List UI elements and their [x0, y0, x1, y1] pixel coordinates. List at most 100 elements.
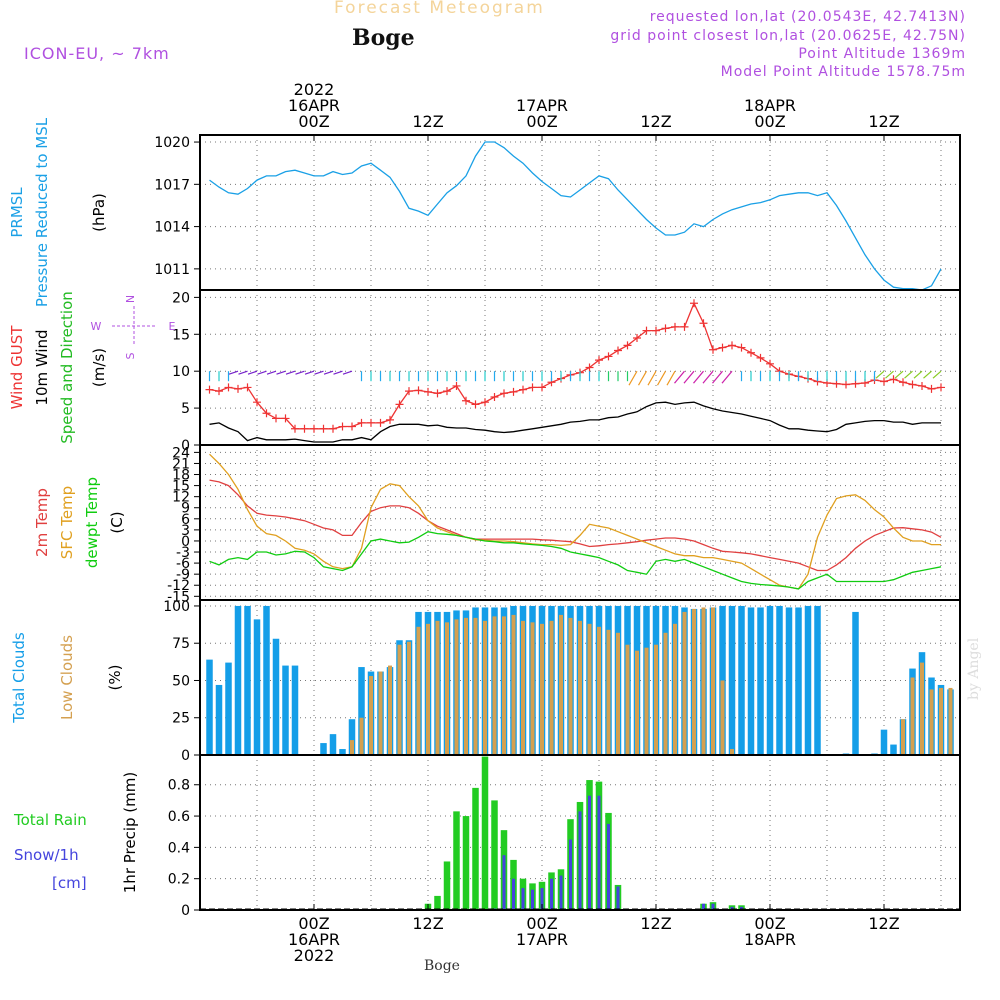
gust-point-marker [908, 380, 917, 389]
series-line-wind-0 [209, 301, 942, 430]
gust-point-marker [262, 409, 271, 418]
gust-point-marker [927, 384, 936, 393]
gust-point-marker [661, 324, 670, 333]
low-cloud-bar [929, 689, 934, 755]
y-tick-label: -3 [176, 545, 190, 561]
panel-frame-precip [199, 754, 961, 911]
gust-point-marker [699, 319, 708, 328]
low-cloud-bar [597, 626, 601, 755]
closest-coords: grid point closest lon,lat (20.0625E, 42… [610, 28, 966, 44]
low-cloud-bar [568, 617, 573, 755]
y-axis-label: SFC Temp [58, 486, 76, 559]
low-cloud-bar [587, 623, 592, 755]
gust-point-marker [424, 387, 432, 396]
snow-bar [588, 795, 591, 910]
wind-direction-arrow [913, 370, 923, 379]
y-tick-label: 0 [181, 748, 190, 764]
low-cloud-bar [492, 616, 497, 755]
gust-point-marker [718, 343, 727, 352]
gust-point-marker [642, 326, 651, 335]
snow-bar [531, 889, 534, 910]
compass-north: N [124, 295, 137, 303]
gust-point-marker [585, 363, 594, 372]
low-cloud-bar [606, 629, 611, 755]
low-cloud-bar [426, 623, 430, 755]
y-tick-label: -9 [176, 567, 190, 583]
rain-bar [434, 895, 441, 910]
y-axis-label: Pressure Reduced to MSL [33, 117, 51, 307]
gust-point-marker [737, 343, 746, 352]
gust-point-marker [728, 341, 736, 350]
low-cloud-bar [435, 620, 440, 755]
compass-south: S [124, 352, 137, 359]
gust-point-marker [281, 414, 290, 423]
snow-bar [559, 875, 563, 910]
total-cloud-bar [206, 659, 213, 755]
y-tick-label: 18 [172, 468, 190, 484]
wind-direction-arrow [295, 370, 305, 375]
snow-bar [702, 903, 705, 910]
bottom-time-label: 00Z [526, 914, 557, 933]
wind-direction-arrow [238, 370, 248, 375]
y-tick-label: 100 [163, 599, 190, 615]
total-cloud-bar [253, 619, 261, 755]
rain-bar [481, 756, 489, 910]
gust-point-marker [433, 389, 442, 398]
y-tick-label: 0.4 [168, 840, 190, 856]
y-axis-label: 10m Wind [33, 329, 51, 405]
total-cloud-bar [776, 605, 783, 755]
low-cloud-bar [644, 647, 649, 755]
low-cloud-bar [530, 622, 535, 755]
low-cloud-bar [521, 620, 525, 755]
footer-location: Boge [424, 958, 460, 974]
low-cloud-bar [388, 665, 392, 755]
low-cloud-bar [464, 617, 468, 755]
gust-point-marker [604, 352, 613, 361]
bottom-time-label: 16APR [288, 930, 340, 949]
snow-bar [502, 855, 506, 910]
top-time-label: 00Z [754, 112, 785, 131]
rain-bar [462, 816, 470, 910]
wind-direction-arrow [923, 370, 932, 379]
total-cloud-bar [348, 719, 356, 755]
gust-point-marker [243, 383, 252, 392]
gust-point-marker [357, 418, 366, 427]
low-cloud-bar [625, 644, 630, 755]
gust-point-marker [215, 387, 223, 396]
snow-bar [540, 888, 544, 910]
panel-frame-temperature [199, 444, 961, 601]
low-cloud-bar [454, 619, 459, 755]
low-cloud-bar [663, 632, 668, 755]
snow-bar [730, 906, 734, 910]
low-cloud-bar [616, 632, 620, 755]
snow-bar [597, 795, 601, 910]
y-axis-label: (m/s) [90, 348, 108, 387]
y-tick-label: 10 [172, 364, 190, 380]
bottom-time-label: 18APR [744, 930, 796, 949]
low-cloud-bar [692, 608, 696, 755]
gust-point-marker [747, 348, 755, 357]
snow-bar [512, 878, 515, 910]
gust-point-marker [300, 424, 309, 433]
model-altitude: Model Point Altitude 1578.75m [720, 64, 966, 80]
gust-point-marker [918, 381, 926, 390]
low-cloud-bar [473, 617, 478, 755]
y-axis-label: Speed and Direction [58, 291, 76, 444]
y-tick-label: 20 [172, 290, 190, 306]
gust-point-marker [367, 418, 375, 427]
rain-bar [472, 787, 479, 910]
legend-snow: Snow/1h [14, 846, 79, 864]
snow-bar [740, 906, 743, 910]
wind-direction-arrow [628, 370, 638, 386]
total-cloud-bar [804, 605, 812, 755]
gust-point-marker [671, 322, 679, 331]
y-tick-label: 0 [181, 903, 190, 919]
total-cloud-bar [358, 667, 365, 755]
wind-direction-arrow [637, 370, 648, 386]
low-cloud-bar [635, 650, 639, 755]
snow-bar [521, 888, 525, 910]
wind-direction-arrow [247, 370, 258, 375]
total-cloud-bar [282, 665, 289, 755]
total-cloud-bar [738, 605, 745, 755]
snow-bar [616, 886, 620, 910]
